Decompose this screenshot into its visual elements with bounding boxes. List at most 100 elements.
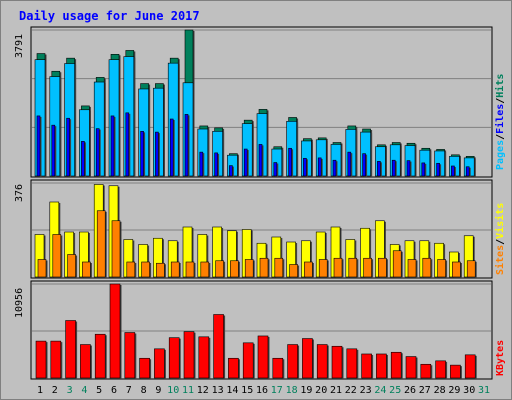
bar-kbytes <box>450 364 461 379</box>
bar-kbytes <box>390 351 402 379</box>
bar-pages <box>184 114 189 177</box>
bar-pages <box>421 162 426 177</box>
bar-kbytes <box>346 348 358 379</box>
bar-sites <box>407 259 417 278</box>
bar-pages <box>95 128 100 177</box>
bar-sites <box>318 259 328 278</box>
x-tick-label: 4 <box>81 385 87 396</box>
legend-hits: Hits <box>494 74 506 98</box>
x-tick-label: 13 <box>212 385 224 396</box>
bar-kbytes <box>168 337 180 379</box>
bar-kbytes <box>420 363 432 379</box>
bar-sites <box>392 250 402 278</box>
bar-kbytes <box>35 340 47 379</box>
bar-kbytes <box>94 333 106 379</box>
x-tick-label: 12 <box>197 385 209 396</box>
bar-sites <box>259 257 269 278</box>
x-tick-label: 2 <box>52 385 58 396</box>
bar-pages <box>391 159 396 177</box>
bar-pages <box>347 151 352 177</box>
bar-sites <box>111 220 121 278</box>
bar-sites <box>200 261 210 278</box>
x-axis-labels: 1 2 3 4 5 6 7 8 9 10 11 12 13 14 15 16 17 18 19 20 21 22 23 24 2… <box>37 385 490 396</box>
bar-pages <box>362 153 366 177</box>
bar-sites <box>244 259 254 278</box>
bar-pages <box>125 112 130 177</box>
legend-kbytes-label: KBytes <box>495 340 506 376</box>
bar-sites <box>96 210 106 278</box>
bar-pages <box>81 141 85 177</box>
bar-kbytes <box>154 348 165 379</box>
bar-sites <box>274 257 284 278</box>
x-tick-label: 23 <box>360 385 372 396</box>
bar-pages <box>436 162 440 177</box>
bar-kbytes <box>242 342 254 379</box>
bar-sites <box>37 259 47 278</box>
bar-pages <box>288 147 292 177</box>
bar-sites <box>333 257 343 278</box>
bar-sites <box>304 261 313 278</box>
bar-pages <box>465 166 470 177</box>
bar-kbytes <box>257 335 269 379</box>
bar-pages <box>406 160 411 177</box>
bar-kbytes <box>124 332 136 379</box>
bar-sites <box>437 259 446 278</box>
bar-pages <box>110 115 115 177</box>
bar-pages <box>229 165 233 177</box>
bar-pages <box>317 157 322 177</box>
bar-kbytes <box>287 344 298 379</box>
x-tick-label: 11 <box>182 385 194 396</box>
bar-sites <box>126 261 136 278</box>
bar-sites <box>141 261 150 278</box>
x-tick-label: 17 <box>271 385 283 396</box>
bar-kbytes <box>361 353 372 379</box>
bar-pages <box>214 152 218 177</box>
x-tick-label: 7 <box>126 385 132 396</box>
x-tick-label: 21 <box>330 385 342 396</box>
x-tick-label: 6 <box>111 385 117 396</box>
bar-sites <box>185 261 195 278</box>
x-tick-label: 10 <box>167 385 179 396</box>
bar-kbytes <box>464 354 476 379</box>
bar-kbytes <box>80 344 91 379</box>
max-label-kbytes: 10956 <box>14 288 25 318</box>
bar-sites <box>67 254 76 278</box>
legend-files: Files <box>494 104 506 134</box>
legend-sep-3: / <box>495 239 506 245</box>
bar-pages <box>258 144 263 177</box>
bar-sites <box>230 260 239 278</box>
x-tick-label: 22 <box>345 385 357 396</box>
legend-hits-files-pages: Pages/Files/Hits <box>494 74 506 170</box>
bar-sites <box>215 260 224 278</box>
legend-kbytes: KBytes <box>495 340 506 376</box>
bar-pages <box>451 165 455 177</box>
bar-sites <box>170 261 180 278</box>
x-tick-label: 29 <box>448 385 460 396</box>
legend-pages: Pages <box>495 140 506 170</box>
bar-pages <box>51 124 56 177</box>
bar-kbytes <box>198 336 210 379</box>
x-tick-label: 25 <box>389 385 401 396</box>
x-tick-label: 9 <box>155 385 161 396</box>
bar-sites <box>289 264 298 278</box>
bar-pages <box>66 117 70 177</box>
bar-kbytes <box>331 345 343 379</box>
bar-pages <box>243 148 248 177</box>
max-label-hits: 3791 <box>14 34 25 58</box>
x-tick-label: 16 <box>256 385 268 396</box>
bar-kbytes <box>376 353 387 379</box>
bar-pages <box>332 159 337 177</box>
legend-sites: Sites <box>494 245 506 275</box>
bar-pages <box>377 161 381 177</box>
bar-pages <box>140 131 144 177</box>
chart-title: Daily usage for June 2017 <box>19 9 200 23</box>
bar-pages <box>36 115 41 177</box>
bar-kbytes <box>435 360 446 379</box>
x-tick-label: 26 <box>404 385 416 396</box>
bar-sites <box>452 261 461 278</box>
x-tick-label: 18 <box>286 385 298 396</box>
x-tick-label: 1 <box>37 385 43 396</box>
max-label-visits: 376 <box>14 184 25 202</box>
